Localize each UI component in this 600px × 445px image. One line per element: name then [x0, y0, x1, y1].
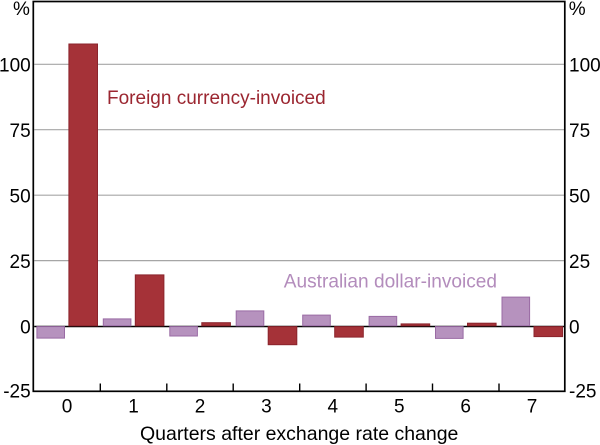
svg-text:100: 100 — [569, 56, 600, 77]
svg-text:75: 75 — [10, 121, 31, 142]
svg-text:100: 100 — [0, 56, 31, 77]
svg-text:0: 0 — [20, 317, 31, 338]
svg-text:-25: -25 — [3, 382, 30, 403]
svg-text:50: 50 — [10, 187, 31, 208]
svg-text:50: 50 — [569, 187, 590, 208]
svg-text:25: 25 — [10, 252, 31, 273]
svg-text:5: 5 — [394, 397, 405, 418]
svg-text:Australian dollar-invoiced: Australian dollar-invoiced — [284, 271, 497, 293]
svg-text:1: 1 — [128, 397, 139, 418]
svg-text:Quarters after exchange rate c: Quarters after exchange rate change — [140, 423, 458, 445]
svg-text:0: 0 — [62, 397, 73, 418]
svg-text:75: 75 — [569, 121, 590, 142]
svg-text:3: 3 — [261, 397, 272, 418]
svg-text:%: % — [13, 0, 30, 20]
svg-text:0: 0 — [569, 317, 580, 338]
svg-text:-25: -25 — [569, 382, 596, 403]
svg-text:7: 7 — [527, 397, 538, 418]
svg-text:2: 2 — [195, 397, 206, 418]
svg-text:%: % — [569, 0, 586, 20]
svg-text:Foreign currency-invoiced: Foreign currency-invoiced — [107, 87, 326, 109]
svg-text:6: 6 — [460, 397, 471, 418]
svg-text:25: 25 — [569, 252, 590, 273]
svg-text:4: 4 — [328, 397, 339, 418]
